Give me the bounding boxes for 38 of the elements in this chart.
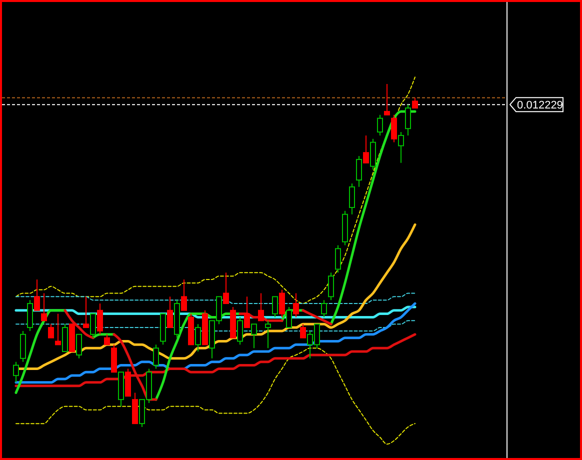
candlestick — [55, 313, 61, 346]
candlestick — [286, 306, 292, 328]
candlestick — [41, 292, 47, 322]
candlestick — [272, 296, 278, 318]
candlestick — [83, 296, 89, 328]
candlestick — [251, 324, 257, 349]
candlestick — [167, 296, 173, 328]
candlestick — [181, 279, 187, 311]
candlestick — [97, 303, 103, 335]
candlestick — [279, 289, 285, 318]
candlestick — [76, 334, 82, 359]
candlestick — [244, 296, 250, 328]
text: 0.012229 — [517, 100, 563, 112]
candlestick — [335, 244, 341, 274]
candlestick — [328, 272, 334, 301]
candlestick — [104, 334, 110, 346]
candlestick — [412, 97, 418, 109]
candlestick — [258, 292, 264, 322]
candlestick — [391, 114, 397, 143]
candlestick — [223, 272, 229, 304]
candlestick — [349, 182, 355, 215]
candlestick — [48, 324, 54, 338]
candlestick — [293, 292, 299, 318]
candlestick — [195, 324, 201, 352]
candlestick — [153, 344, 159, 370]
candlestick — [405, 104, 411, 136]
candlestick — [265, 320, 271, 349]
candlestick — [356, 156, 362, 188]
candlestick — [300, 324, 306, 338]
candlestick — [13, 361, 19, 383]
candlestick — [363, 134, 369, 164]
candlestick — [321, 300, 327, 318]
candlestick — [34, 279, 40, 311]
candlestick — [237, 316, 243, 346]
candlestick — [377, 114, 383, 136]
candlestick — [90, 313, 96, 338]
candlestick — [398, 132, 404, 164]
candlestick — [384, 84, 390, 116]
